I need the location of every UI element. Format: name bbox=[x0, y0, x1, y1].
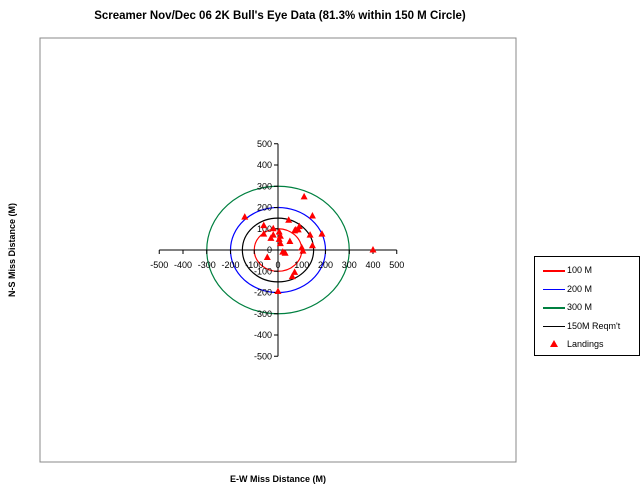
y-tick-label: 400 bbox=[257, 160, 272, 170]
x-tick-label: -300 bbox=[198, 260, 216, 270]
x-tick-label: 400 bbox=[365, 260, 380, 270]
y-tick-label: -300 bbox=[254, 309, 272, 319]
y-tick-label: 0 bbox=[267, 245, 272, 255]
chart-title: Screamer Nov/Dec 06 2K Bull's Eye Data (… bbox=[94, 10, 466, 22]
landing-point bbox=[369, 246, 377, 253]
landing-point bbox=[318, 230, 326, 237]
legend-line-marker bbox=[543, 283, 565, 295]
legend-line-marker bbox=[543, 264, 565, 276]
x-tick-label: 300 bbox=[342, 260, 357, 270]
landing-point bbox=[269, 224, 277, 232]
y-tick-label: -500 bbox=[254, 351, 272, 361]
landing-point bbox=[275, 227, 283, 235]
x-tick-label: -100 bbox=[245, 260, 263, 270]
landing-point bbox=[274, 287, 282, 294]
legend-label: 100 M bbox=[567, 265, 593, 275]
legend-triangle-marker bbox=[543, 338, 565, 350]
legend: 100 M 200 M 300 M 150M Reqm't Landings bbox=[534, 256, 640, 356]
legend-label: 150M Reqm't bbox=[567, 320, 621, 331]
x-tick-label: 500 bbox=[389, 260, 404, 270]
x-tick-label: -500 bbox=[150, 260, 168, 270]
y-tick-label: 500 bbox=[257, 139, 272, 149]
landing-point bbox=[260, 230, 268, 237]
legend-item: 150M Reqm't bbox=[543, 317, 620, 335]
landing-point bbox=[288, 272, 296, 280]
landing-point bbox=[285, 216, 293, 223]
y-tick-label: 300 bbox=[257, 181, 272, 191]
legend-item: 200 M bbox=[543, 280, 592, 298]
y-axis-title: N-S Miss Distance (M) bbox=[7, 203, 17, 297]
x-tick-label: -400 bbox=[174, 260, 192, 270]
landing-point bbox=[300, 192, 308, 200]
legend-line-marker bbox=[543, 301, 565, 313]
landing-point bbox=[306, 231, 314, 238]
landing-point bbox=[292, 225, 300, 233]
landing-point bbox=[299, 247, 307, 254]
y-tick-label: 100 bbox=[257, 224, 272, 234]
landing-point bbox=[260, 221, 268, 229]
landing-point bbox=[276, 239, 284, 247]
legend-item: Landings bbox=[543, 335, 604, 353]
y-tick-label: -200 bbox=[254, 288, 272, 298]
landing-point bbox=[263, 253, 271, 260]
legend-item: 100 M bbox=[543, 261, 592, 279]
x-tick-label: -200 bbox=[221, 260, 239, 270]
landing-point bbox=[267, 234, 275, 241]
landing-point bbox=[308, 241, 316, 249]
landing-point bbox=[291, 268, 299, 275]
x-tick-label: 200 bbox=[318, 260, 333, 270]
points-layer bbox=[241, 192, 377, 294]
landing-point bbox=[308, 212, 316, 219]
x-tick-label: 100 bbox=[294, 260, 309, 270]
legend-line-marker bbox=[543, 320, 565, 332]
landing-point bbox=[275, 235, 283, 242]
landing-point bbox=[281, 249, 289, 256]
y-tick-label: -400 bbox=[254, 330, 272, 340]
legend-item: 300 M bbox=[543, 298, 592, 316]
legend-label: 200 M bbox=[567, 283, 593, 294]
legend-label: Landings bbox=[567, 339, 604, 349]
y-tick-label: 200 bbox=[257, 203, 272, 213]
landing-point bbox=[295, 222, 303, 230]
landing-point bbox=[286, 237, 294, 244]
y-tick-label: -100 bbox=[254, 266, 272, 276]
x-tick-label: 0 bbox=[275, 260, 280, 270]
x-axis-title: E-W Miss Distance (M) bbox=[230, 474, 326, 484]
landing-point bbox=[241, 213, 249, 220]
axes-layer: -500 -400 -300 -200 -100 0 100 200 300 400 5005004… bbox=[150, 139, 404, 362]
legend-label: 300 M bbox=[567, 302, 593, 312]
